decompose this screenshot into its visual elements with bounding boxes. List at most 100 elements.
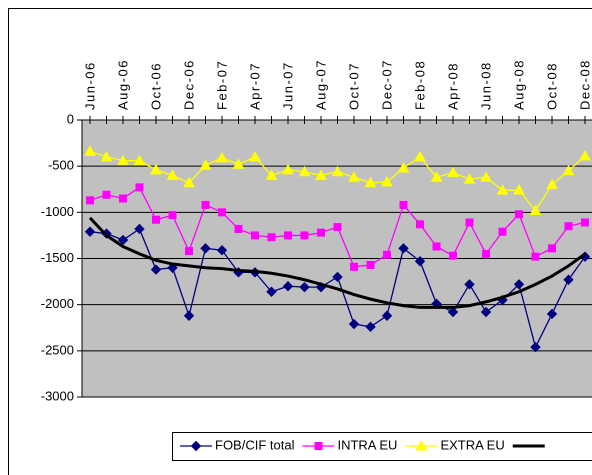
marker bbox=[84, 226, 96, 237]
marker bbox=[317, 228, 325, 237]
marker bbox=[463, 173, 476, 184]
marker bbox=[498, 227, 507, 236]
x-tick-label: Oct-07 bbox=[346, 62, 361, 110]
marker bbox=[117, 234, 129, 246]
marker bbox=[284, 231, 292, 240]
x-tick-label: Dec-07 bbox=[379, 59, 394, 110]
marker bbox=[546, 308, 558, 320]
marker bbox=[282, 163, 294, 175]
x-tick-label: Oct-06 bbox=[148, 62, 163, 110]
marker bbox=[581, 218, 589, 227]
marker bbox=[266, 286, 277, 297]
y-tick-label: -1000 bbox=[41, 204, 74, 219]
marker bbox=[84, 145, 96, 156]
marker bbox=[314, 442, 323, 450]
marker bbox=[331, 165, 344, 177]
marker bbox=[464, 279, 475, 290]
marker bbox=[216, 151, 228, 163]
x-tick-label: Feb-08 bbox=[412, 60, 427, 110]
x-tick-label: Feb-07 bbox=[214, 60, 229, 110]
marker bbox=[348, 171, 360, 182]
marker bbox=[119, 194, 127, 203]
marker bbox=[548, 244, 556, 253]
marker bbox=[531, 252, 540, 261]
y-tick-label: -3000 bbox=[41, 388, 74, 403]
plot-area bbox=[82, 119, 592, 398]
y-tick-label: -500 bbox=[48, 158, 74, 173]
marker bbox=[199, 159, 212, 170]
marker bbox=[168, 211, 177, 220]
marker bbox=[265, 169, 278, 180]
marker bbox=[183, 310, 195, 321]
marker bbox=[299, 281, 310, 293]
x-tick-label: Jun-08 bbox=[478, 61, 493, 110]
y-tick-label: 0 bbox=[67, 111, 74, 126]
marker bbox=[185, 247, 193, 256]
marker bbox=[152, 215, 160, 224]
marker bbox=[190, 440, 202, 452]
marker bbox=[251, 231, 259, 240]
x-tick-label: Apr-08 bbox=[445, 62, 460, 110]
marker bbox=[86, 196, 94, 205]
marker bbox=[579, 149, 591, 161]
x-tick-label: Dec-08 bbox=[577, 59, 592, 110]
marker bbox=[364, 176, 377, 188]
marker bbox=[267, 233, 276, 242]
y-tick-label: -1500 bbox=[41, 250, 74, 265]
marker bbox=[546, 178, 558, 190]
marker bbox=[381, 175, 393, 187]
axes: 0 -500 -1000 -1500 -2000 -2500 -3000 Jun-06 Aug-… bbox=[41, 59, 592, 403]
marker bbox=[366, 260, 375, 269]
marker bbox=[530, 341, 541, 353]
marker bbox=[300, 231, 309, 240]
x-tick-label: Oct-08 bbox=[544, 62, 559, 110]
series-line bbox=[88, 216, 586, 309]
marker bbox=[465, 218, 474, 227]
marker bbox=[496, 184, 509, 195]
marker bbox=[350, 262, 358, 271]
legend-label: EXTRA EU bbox=[440, 437, 504, 452]
marker bbox=[135, 183, 144, 192]
marker bbox=[232, 158, 245, 169]
marker bbox=[166, 169, 179, 180]
marker bbox=[414, 150, 426, 162]
marker bbox=[399, 200, 408, 209]
x-tick-label: Aug-07 bbox=[313, 59, 328, 110]
marker bbox=[298, 165, 311, 177]
marker bbox=[383, 250, 391, 259]
marker bbox=[449, 251, 457, 260]
marker bbox=[249, 150, 261, 162]
marker bbox=[333, 223, 342, 232]
marker bbox=[183, 176, 195, 188]
marker bbox=[133, 154, 146, 166]
marker bbox=[102, 190, 111, 199]
x-tick-label: Jun-07 bbox=[280, 61, 295, 110]
marker bbox=[480, 306, 492, 318]
marker bbox=[430, 171, 443, 182]
marker bbox=[134, 223, 145, 235]
marker bbox=[150, 264, 162, 275]
x-tick-label: Dec-06 bbox=[181, 59, 196, 110]
marker bbox=[562, 164, 575, 176]
marker bbox=[447, 166, 459, 178]
marker bbox=[150, 163, 162, 175]
marker bbox=[216, 244, 228, 256]
marker bbox=[480, 171, 492, 182]
marker bbox=[447, 306, 459, 318]
marker bbox=[398, 243, 409, 254]
marker bbox=[332, 271, 343, 283]
marker bbox=[513, 184, 525, 195]
legend-items: FOB/CIF total INTRA EU EXTRA EU bbox=[180, 437, 545, 452]
marker bbox=[200, 243, 211, 254]
y-tick-label: -2500 bbox=[41, 342, 74, 357]
marker bbox=[416, 220, 424, 229]
x-tick-label: Aug-06 bbox=[115, 59, 130, 110]
y-tick-label: -2000 bbox=[41, 296, 74, 311]
marker bbox=[432, 242, 441, 251]
marker bbox=[315, 169, 327, 180]
marker bbox=[482, 249, 490, 258]
marker bbox=[513, 279, 525, 290]
marker bbox=[397, 161, 410, 173]
x-tick-label: Aug-08 bbox=[511, 59, 526, 110]
